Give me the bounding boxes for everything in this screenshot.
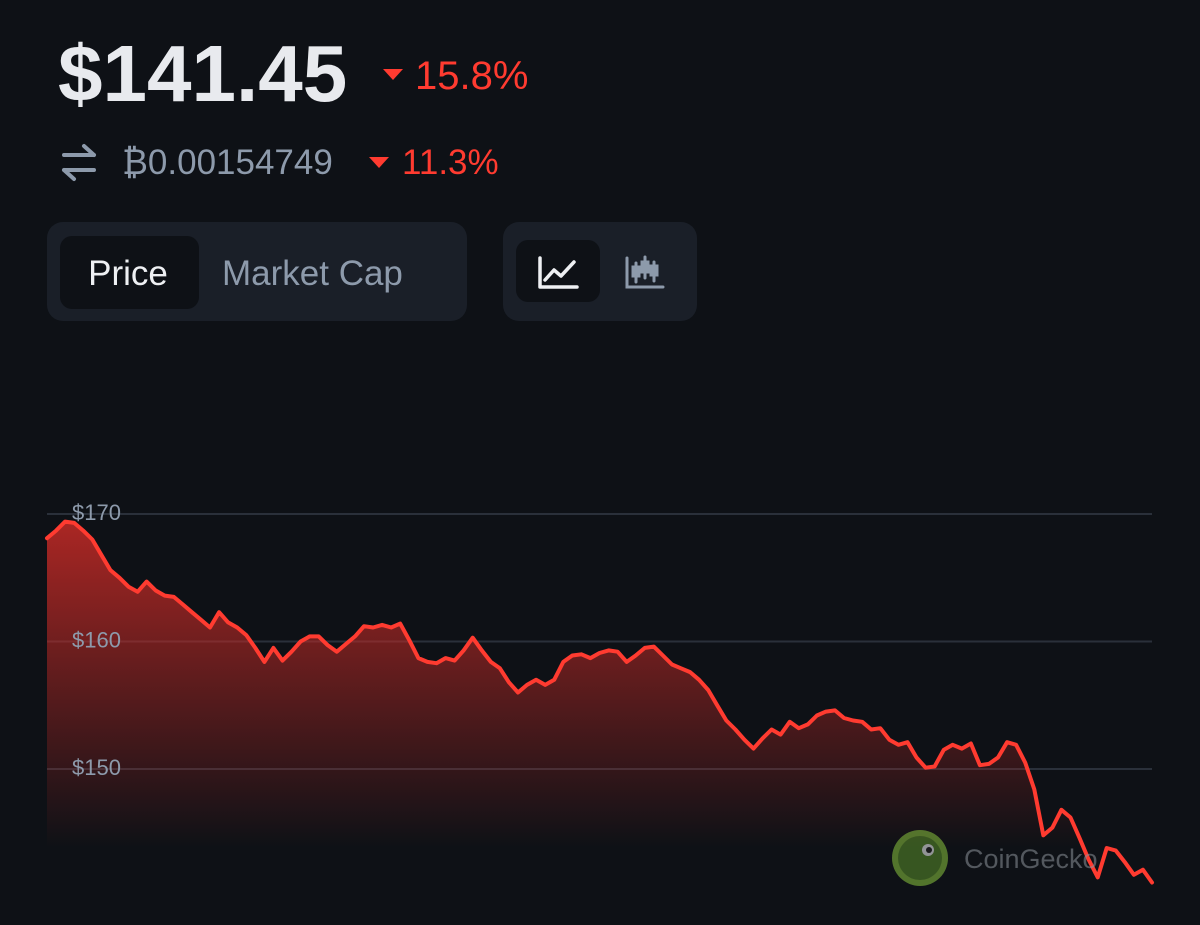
swap-icon bbox=[62, 144, 96, 181]
price-line bbox=[45, 519, 1154, 885]
y-tick-label: $160 bbox=[72, 627, 121, 652]
line-chart-button[interactable] bbox=[516, 240, 600, 302]
price-chart: $170 $160 $150 bbox=[45, 500, 1154, 885]
tab-market-cap[interactable]: Market Cap bbox=[222, 254, 403, 293]
tab-price[interactable]: Price bbox=[88, 254, 168, 293]
btc-change: 11.3% bbox=[402, 143, 499, 182]
btc-price: ₿0.00154749 bbox=[122, 143, 333, 182]
y-tick-label: $170 bbox=[72, 500, 121, 525]
price: $141.45 bbox=[58, 29, 347, 118]
down-arrow bbox=[369, 157, 389, 168]
y-tick-label: $150 bbox=[72, 755, 121, 780]
area bbox=[47, 521, 1152, 884]
watermark-text: CoinGecko bbox=[964, 844, 1098, 874]
candle-icon[interactable] bbox=[625, 255, 665, 289]
tab-active[interactable] bbox=[60, 236, 199, 309]
down-arrow bbox=[383, 69, 403, 80]
price-change: 15.8% bbox=[415, 54, 528, 98]
watermark: CoinGecko bbox=[892, 830, 1098, 886]
line-icon bbox=[538, 256, 579, 289]
